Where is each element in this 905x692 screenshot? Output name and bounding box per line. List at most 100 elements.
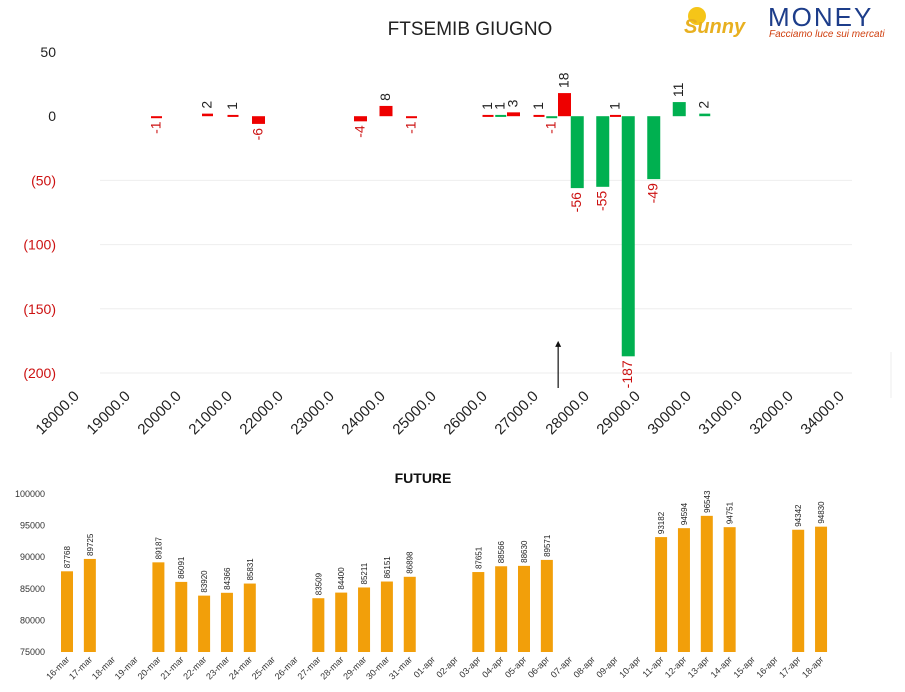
data-label: 2 [696, 101, 712, 109]
x-tick-label: 26000.0 [440, 388, 490, 438]
x-tick-label: 19000.0 [83, 388, 133, 438]
bar [655, 537, 668, 652]
bar [202, 113, 213, 117]
x-tick-label: 03-apr [457, 654, 482, 679]
data-label: 1 [530, 102, 546, 110]
strike-chart-bars [151, 93, 711, 357]
future-chart-y-axis: 100000 95000 90000 85000 80000 75000 [15, 489, 45, 657]
data-label: 86091 [177, 556, 186, 579]
sun-icon [688, 7, 706, 25]
x-tick-label: 31000.0 [695, 388, 745, 438]
bar [358, 587, 371, 652]
data-label: -4 [352, 125, 368, 138]
y-tick-label: (150) [23, 301, 56, 317]
x-tick-label: 12-apr [663, 654, 688, 679]
x-tick-label: 14-apr [709, 654, 734, 679]
bar [252, 116, 265, 124]
bar [540, 559, 553, 652]
data-label: 8 [377, 93, 393, 101]
data-label: 85211 [360, 562, 369, 584]
sunny-money-logo: Sunny MONEY Facciamo luce sui mercati [684, 2, 885, 40]
y-tick-label: 75000 [20, 647, 45, 657]
bar [406, 116, 417, 119]
data-label: -1 [543, 121, 559, 134]
bar [558, 93, 571, 117]
data-label: 84366 [223, 567, 232, 590]
x-tick-label: 25000.0 [389, 388, 439, 438]
x-tick-label: 18000.0 [32, 388, 82, 438]
bar [495, 114, 507, 117]
future-chart-bars [61, 515, 828, 652]
x-tick-label: 27000.0 [491, 388, 541, 438]
y-tick-label: 90000 [20, 552, 45, 562]
x-tick-label: 05-apr [503, 654, 528, 679]
data-label: 86898 [406, 551, 415, 574]
bar [518, 565, 530, 652]
x-tick-label: 31-mar [387, 654, 414, 681]
x-tick-label: 15-apr [731, 654, 756, 679]
x-tick-label: 10-apr [617, 654, 642, 679]
bar [379, 105, 393, 117]
data-label: 96543 [703, 490, 712, 513]
bar [151, 116, 162, 119]
x-tick-label: 18-mar [90, 654, 117, 681]
data-label: 83509 [314, 572, 323, 595]
bar [723, 527, 736, 652]
y-tick-label: 0 [48, 108, 56, 124]
x-tick-label: 02-apr [434, 654, 459, 679]
data-label: 3 [505, 99, 521, 107]
bar [403, 576, 416, 652]
x-tick-label: 20000.0 [134, 388, 184, 438]
x-tick-label: 32000.0 [746, 388, 796, 438]
data-label: -1 [403, 121, 419, 134]
bar [152, 562, 165, 652]
x-tick-label: 18-apr [800, 654, 825, 679]
future-chart-x-axis: 16-mar17-mar18-mar19-mar20-mar21-mar22-m… [44, 654, 825, 681]
x-tick-label: 29000.0 [593, 388, 643, 438]
x-tick-label: 23000.0 [287, 388, 337, 438]
x-tick-label: 21-mar [158, 654, 185, 681]
bar [227, 114, 239, 117]
data-label: 94342 [794, 504, 803, 527]
y-tick-label: 85000 [20, 584, 45, 594]
bar [495, 566, 508, 652]
bar [472, 572, 485, 652]
y-tick-label: 95000 [20, 521, 45, 531]
data-label: 94830 [817, 501, 826, 524]
x-tick-label: 24000.0 [338, 388, 388, 438]
data-label: 1 [479, 102, 495, 110]
data-label: 18 [556, 72, 572, 88]
data-label: 93182 [657, 511, 666, 534]
future-chart-data-labels: 87768 89725 89187 86091 83920 84366 85831 83509… [63, 490, 826, 595]
y-tick-label: (200) [23, 365, 56, 381]
x-tick-label: 22-mar [181, 654, 208, 681]
x-tick-label: 17-apr [777, 654, 802, 679]
x-tick-label: 30000.0 [644, 388, 694, 438]
data-label: 84400 [337, 567, 346, 590]
x-tick-label: 25-mar [250, 654, 277, 681]
bar [677, 528, 690, 652]
data-label: 88630 [520, 540, 529, 563]
bar [546, 116, 558, 119]
bar [815, 526, 828, 652]
data-label: 1 [607, 102, 623, 110]
strike-chart-title: FTSEMIB GIUGNO [388, 19, 553, 40]
x-tick-label: 13-apr [686, 654, 711, 679]
data-label: -56 [568, 192, 584, 212]
data-label: 88566 [497, 540, 506, 563]
data-label: 87768 [63, 546, 72, 569]
data-label: -1 [148, 121, 164, 134]
data-label: -6 [250, 128, 266, 141]
data-label: 89725 [86, 533, 95, 556]
x-tick-label: 28-mar [318, 654, 345, 681]
x-tick-label: 29-mar [341, 654, 368, 681]
x-tick-label: 07-apr [549, 654, 574, 679]
data-label: -49 [645, 183, 661, 203]
strike-chart-gridlines [100, 179, 892, 398]
bar [220, 592, 233, 652]
strike-chart: FTSEMIB GIUGNO 50 0 (50) (100) (150) (200) -1… [23, 19, 892, 438]
bar [243, 583, 256, 652]
x-tick-label: 23-mar [204, 654, 231, 681]
